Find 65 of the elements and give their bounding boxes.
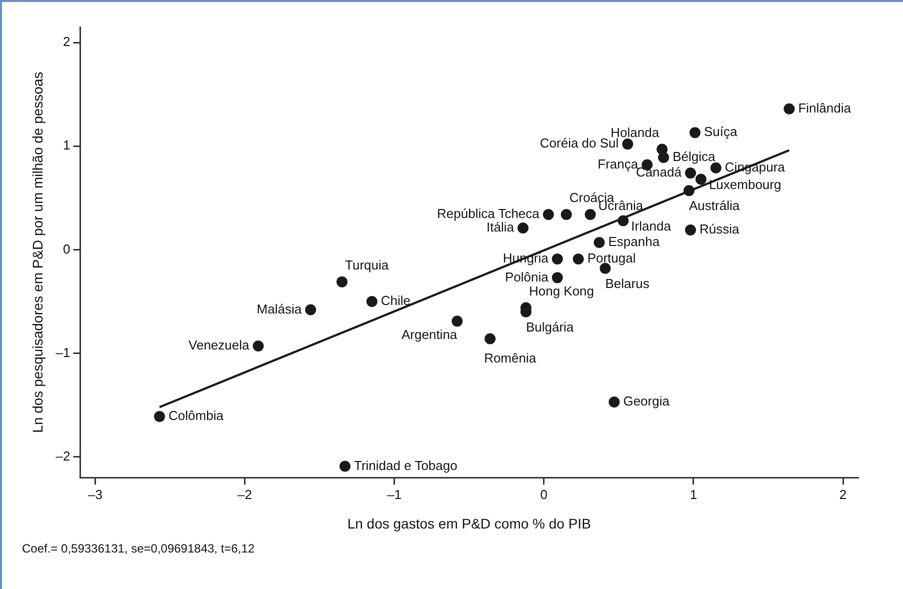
point [154,410,166,422]
annotation: Romênia [484,350,537,366]
annotation: Belarus [605,276,650,291]
point [608,396,620,408]
point [658,152,670,164]
annotation: Polônia [505,269,550,284]
x-tick-label: 1 [690,486,698,502]
annotation: Itália [486,220,515,235]
point [710,162,722,174]
annotation: Irlanda [631,218,672,234]
annotation: Malásia [256,301,302,316]
point [336,276,348,288]
annotation: Turquia [345,257,390,272]
x-axis-title: Ln dos gastos em P&D como % do PIB [347,515,591,532]
point [684,224,696,236]
annotation: Trinidad e Tobago [354,458,458,473]
point [594,236,605,248]
x-tick-label: –1 [387,486,402,502]
point [784,103,795,114]
annotation: Chile [380,293,411,308]
annotation: Bélgica [672,149,716,164]
y-axis-title: Ln dos pesquisadores em P&D por um milhão de pessoas [29,72,46,433]
x-tick-label: –2 [238,486,252,502]
point [542,208,554,220]
y-tick-label: 2 [63,34,70,50]
point [339,460,350,472]
point [560,208,572,220]
annotation: Luxembourg [708,176,782,192]
point [684,168,696,179]
annotation: Suíça [704,124,738,140]
annotation: Espanha [608,234,660,250]
point [622,138,634,150]
point [552,254,563,265]
annotation: Rússia [699,222,740,237]
y-tick-label: 0 [63,241,70,256]
annotation: Georgia [623,394,670,409]
annotation: Hong Kong [528,283,594,298]
x-tick-label: 2 [839,486,847,502]
x-tick-label: –3 [88,486,102,502]
annotation: Finlândia [798,100,852,116]
annotation: República Tcheca [437,206,540,222]
point [252,340,264,352]
y-tick-label: –2 [56,448,70,464]
text: Coef.= 0,59336131, se=0,09691843, t=6,12 [22,541,255,556]
annotation: Venezuela [188,338,250,353]
annotation: Bulgária [526,319,574,334]
point [305,304,316,316]
annotation: Colômbia [168,408,224,424]
point [366,296,378,308]
point [695,174,706,185]
point [552,272,563,284]
point [683,185,694,196]
point [572,254,584,265]
y-tick-label: 1 [63,138,70,153]
annotation: Austrália [688,198,740,214]
point [584,208,596,220]
y-tick-label: –1 [56,344,70,360]
point [452,316,463,327]
point [689,127,700,138]
x-tick-label: 0 [540,486,548,502]
point [484,333,496,344]
point [517,222,528,234]
annotation: Portugal [587,250,636,266]
point [618,215,629,226]
annotation: Argentina [402,326,458,342]
